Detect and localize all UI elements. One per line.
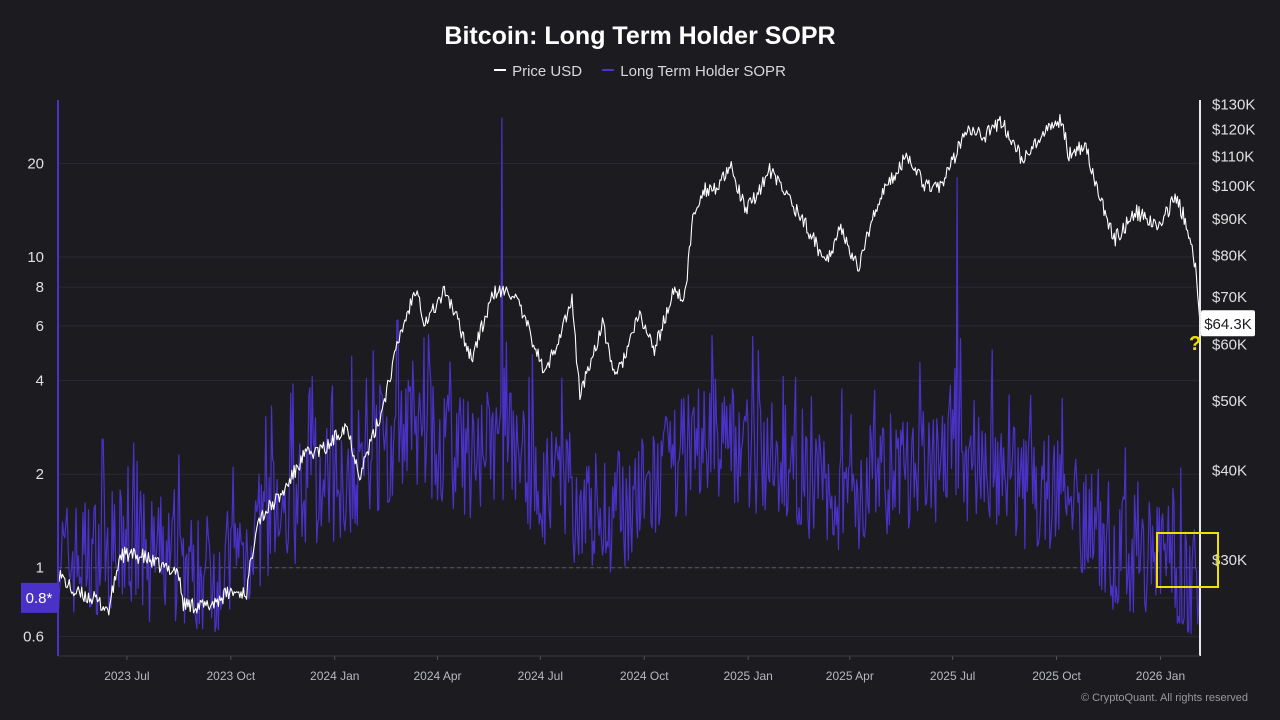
annotations: $64.3K 0.8*?	[21, 310, 1255, 613]
current-sopr-badge	[21, 582, 57, 613]
right-tick-label: $130K	[1212, 97, 1255, 114]
right-tick-label: $120K	[1212, 122, 1255, 139]
x-tick-label: 2025 Jul	[930, 669, 975, 683]
sopr-line	[57, 117, 1201, 635]
legend-label-price: Price USD	[512, 63, 583, 80]
copyright-notice: © CryptoQuant. All rights reserved	[1080, 692, 1248, 704]
highlight-box	[1156, 532, 1219, 588]
price-series	[57, 113, 1201, 616]
current-price-label: $64.3K	[1204, 316, 1252, 333]
axes: 0.60.8124681020$30K$40K$50K$60K$70K$80K$…	[23, 97, 1255, 683]
current-price-badge	[1201, 310, 1255, 337]
price-line	[57, 113, 1201, 616]
legend-item-price[interactable]: Price USD	[494, 63, 582, 80]
legend-swatch-sopr	[602, 69, 615, 72]
question-mark-annotation: ?	[1189, 333, 1201, 355]
left-tick-label: 2	[36, 466, 44, 483]
right-tick-label: $90K	[1212, 211, 1247, 228]
left-tick-label: 6	[36, 318, 44, 335]
x-tick-label: 2024 Jan	[310, 669, 359, 683]
chart-title: Bitcoin: Long Term Holder SOPR	[444, 22, 836, 50]
left-tick-label: 1	[36, 560, 44, 577]
x-tick-label: 2024 Apr	[414, 669, 462, 683]
left-tick-label: 0.6	[23, 629, 44, 646]
x-tick-label: 2024 Oct	[620, 669, 669, 683]
x-tick-label: 2023 Oct	[206, 669, 255, 683]
legend-item-sopr[interactable]: Long Term Holder SOPR	[602, 63, 786, 80]
right-tick-label: $30K	[1212, 552, 1247, 569]
left-tick-label: 20	[27, 155, 44, 172]
right-tick-label: $40K	[1212, 462, 1247, 479]
right-tick-label: $110K	[1212, 149, 1254, 166]
right-tick-label: $80K	[1212, 247, 1247, 264]
right-tick-label: $100K	[1212, 178, 1255, 195]
x-tick-label: 2025 Jan	[723, 669, 772, 683]
sopr-series	[57, 117, 1201, 635]
left-tick-label: 8	[36, 279, 44, 296]
legend-swatch-price	[494, 69, 507, 72]
right-tick-label: $50K	[1212, 393, 1247, 410]
x-tick-label: 2024 Jul	[518, 669, 563, 683]
x-tick-label: 2025 Apr	[826, 669, 874, 683]
x-tick-label: 2023 Jul	[104, 669, 149, 683]
x-tick-label: 2026 Jan	[1136, 669, 1185, 683]
legend-label-sopr: Long Term Holder SOPR	[620, 63, 786, 80]
chart-legend: Price USD Long Term Holder SOPR	[0, 63, 1280, 80]
current-sopr-label: 0.8*	[26, 590, 53, 607]
right-tick-label: $60K	[1212, 337, 1247, 354]
right-tick-label: $70K	[1212, 289, 1247, 306]
left-tick-label: 10	[27, 249, 44, 266]
x-tick-label: 2025 Oct	[1032, 669, 1081, 683]
left-tick-label: 4	[36, 373, 44, 390]
